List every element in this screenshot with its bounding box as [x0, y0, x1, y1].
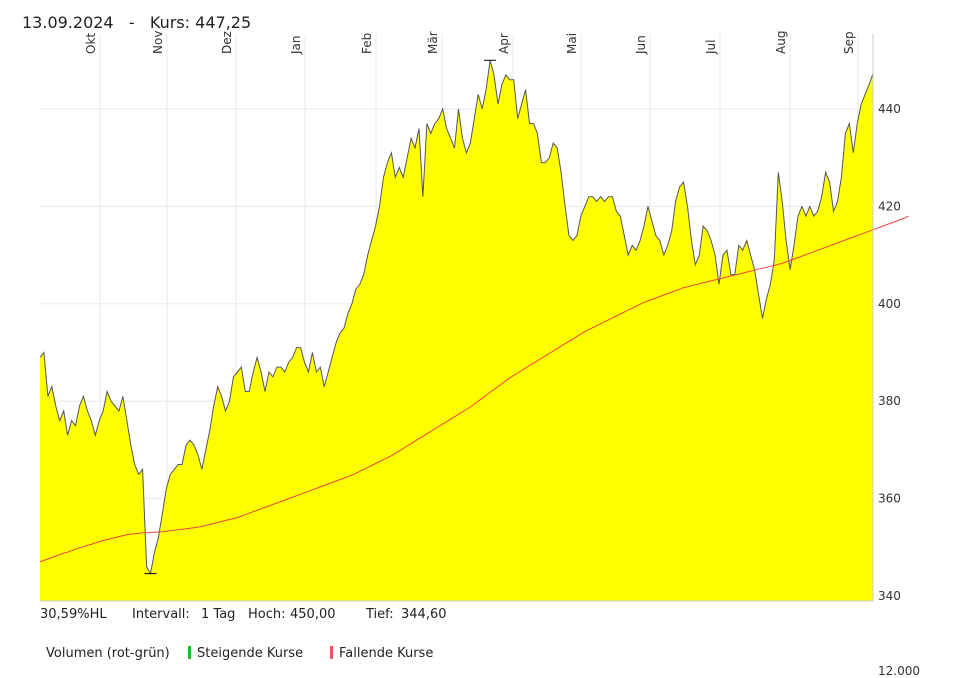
volume-label: Volumen (rot-grün) — [46, 646, 170, 661]
y-tick-label: 360 — [878, 492, 901, 506]
y-tick-label: 440 — [878, 102, 901, 116]
y-tick-label: 420 — [878, 199, 901, 213]
volume-axis-label: 12.000 — [878, 664, 920, 678]
rising-swatch — [188, 646, 191, 659]
legend-falling: Fallende Kurse — [330, 646, 433, 661]
header-price: 447,25 — [195, 13, 252, 32]
month-label: Apr — [497, 33, 511, 54]
header-date: 13.09.2024 — [22, 13, 114, 32]
month-label: Sep — [842, 31, 856, 54]
moving-average — [39, 215, 909, 563]
stat-high-value: 450,00 — [290, 607, 336, 622]
month-label: Jul — [704, 40, 718, 55]
stat-interval-label: Intervall: — [132, 607, 190, 622]
month-label: Dez — [220, 31, 234, 54]
y-tick-label: 340 — [878, 589, 901, 603]
header-dash: - — [128, 13, 135, 32]
y-tick-label: 400 — [878, 297, 901, 311]
month-label: Aug — [774, 31, 788, 54]
stat-low-label: Tief: — [366, 607, 394, 622]
header-price-label: Kurs: — [149, 13, 191, 32]
chart-axes: 340 360 380 400 420 440 Okt Nov Dez Jan Feb Mär Apr M… — [40, 31, 901, 603]
price-line — [39, 60, 874, 576]
extreme-markers — [144, 59, 497, 575]
stat-low-value: 344,60 — [401, 607, 447, 622]
month-label: Feb — [360, 33, 374, 54]
falling-label: Fallende Kurse — [339, 646, 434, 661]
month-label: Okt — [84, 33, 98, 54]
month-label: Mai — [565, 33, 579, 54]
month-label: Jan — [289, 36, 303, 56]
price-area — [39, 60, 874, 602]
stat-high-label: Hoch: — [248, 607, 286, 622]
stat-interval-value: 1 Tag — [201, 607, 236, 622]
legend-rising: Steigende Kurse — [188, 646, 303, 661]
price-area-fill — [40, 60, 873, 602]
chart-header: 13.09.2024 - Kurs: 447,25 — [22, 13, 251, 32]
moving-average-line — [39, 215, 909, 563]
month-label: Nov — [151, 31, 165, 54]
month-label: Jun — [634, 35, 648, 55]
month-label: Mär — [426, 31, 440, 54]
rising-label: Steigende Kurse — [197, 646, 304, 661]
y-tick-label: 380 — [878, 394, 901, 408]
stat-hl: 30,59%HL — [40, 607, 107, 622]
falling-swatch — [330, 646, 333, 659]
